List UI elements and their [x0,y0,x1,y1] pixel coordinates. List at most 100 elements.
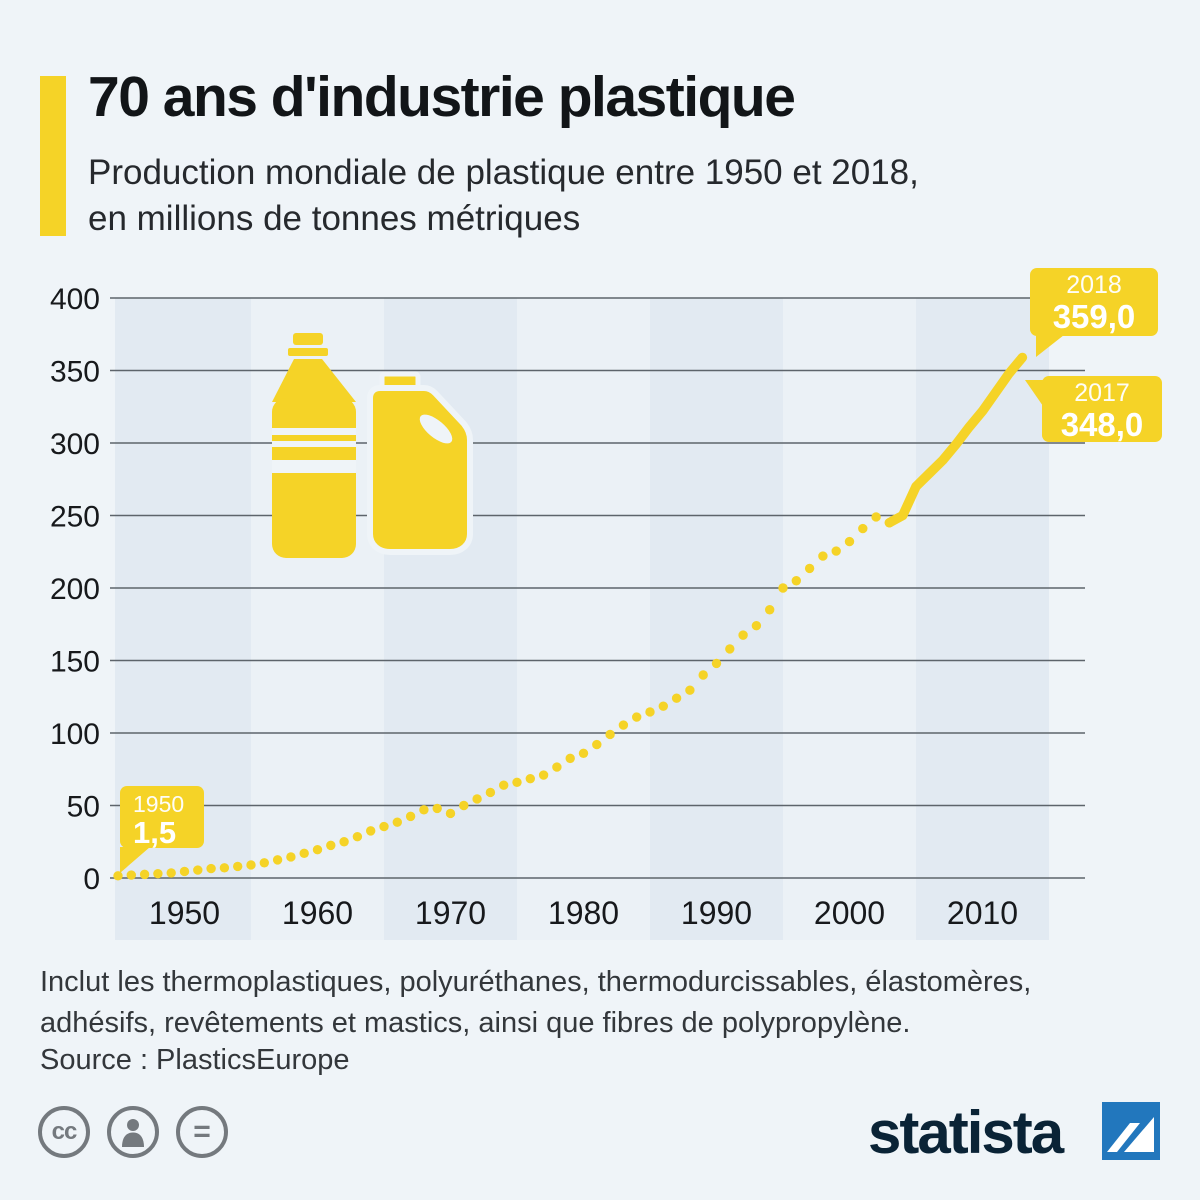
data-dot [645,707,655,717]
data-dot [791,576,801,586]
bottle-label-gap [272,460,356,473]
share-equals-icon[interactable]: = [176,1106,228,1158]
data-dot [312,845,323,855]
y-tick-label: 400 [50,283,100,316]
creative-commons-icon[interactable]: cc [38,1106,90,1158]
jug-body [367,385,473,555]
data-dot [512,777,522,787]
data-dot [592,739,602,750]
x-tick-label: 2000 [814,895,885,931]
y-tick-label: 250 [50,501,100,534]
data-dot [818,551,828,561]
callout-tail [1025,380,1043,406]
statista-logo-icon[interactable] [1102,1102,1160,1160]
data-dot [871,512,881,522]
y-tick-label: 200 [50,573,100,606]
callout-year-label: 2017 [1074,379,1130,407]
data-dot [632,712,642,722]
page-subtitle: Production mondiale de plastique entre 1… [88,150,919,241]
data-line-solid [884,352,1028,528]
x-tick-label: 1990 [681,895,752,931]
data-dot [552,762,562,772]
callout-year-label: 1950 [133,791,185,817]
plastic-jug-icon [367,371,473,555]
data-dot [671,693,682,703]
data-dot [179,866,190,877]
footnote-line-1: Inclut les thermoplastiques, polyuréthan… [40,966,1032,998]
person-glyph [122,1118,144,1147]
decade-band [650,298,783,940]
data-dot [485,787,496,798]
data-dot [246,860,256,870]
page-title: 70 ans d'industrie plastique [88,65,796,129]
data-dot [765,605,775,615]
data-dot [326,840,336,851]
decade-band [783,298,916,940]
plastic-bottle-icon [272,333,356,558]
data-dot [658,701,668,711]
jug-handle-hole [419,414,453,444]
data-dot [299,848,309,859]
data-dot [419,805,429,815]
cc-glyph: cc [51,1118,78,1145]
statista-wordmark[interactable]: statista [868,1099,1064,1166]
data-dot [578,748,589,758]
data-dot [459,800,469,811]
bottle-shoulder [272,359,356,402]
data-dot [565,753,575,764]
decade-bands [115,298,1049,940]
data-dot [472,794,482,804]
bottle-cap-ring [288,348,328,356]
attribution-person-icon[interactable] [107,1106,159,1158]
callout-1950: 1950 1,5 [120,786,204,873]
data-dot [804,563,815,574]
data-dot [339,837,349,847]
subtitle-line-2: en millions de tonnes métriques [88,198,581,238]
data-dot [844,536,855,547]
data-dot [685,685,695,695]
data-dot [884,518,895,528]
callout-tail [120,847,150,873]
y-tick-label: 50 [67,791,100,824]
callout-year-label: 2018 [1066,271,1122,299]
y-tick-label: 350 [50,356,100,389]
data-dot [113,871,123,881]
data-dot [711,658,722,669]
callout-value-label: 1,5 [133,815,177,851]
bottle-body [272,398,356,558]
callout-tail [1036,335,1064,357]
y-tick-label: 100 [50,718,100,751]
data-dot [618,720,629,730]
data-line-dotted [113,512,895,881]
x-tick-label: 1970 [415,895,486,931]
data-dot [405,811,416,822]
data-dot [286,852,296,862]
data-dot [499,780,509,790]
data-dot [193,865,203,875]
data-dot [139,869,150,880]
data-dot [153,868,163,879]
data-dot [392,817,402,827]
x-tick-label: 1960 [282,895,353,931]
data-dot [445,808,456,819]
data-dot [206,863,216,874]
solid-line [884,352,1028,528]
data-dot [126,870,136,880]
y-tick-label: 0 [83,863,100,896]
data-dot [432,803,442,814]
y-tick-label: 150 [50,646,100,679]
data-dot [259,858,269,868]
x-tick-label: 1950 [149,895,220,931]
x-tick-label: 1980 [548,895,619,931]
data-dot [366,826,376,836]
data-dot [538,770,549,780]
data-dot [272,855,283,865]
equals-glyph: = [193,1115,211,1148]
data-dot [379,821,389,832]
bottle-label-gap [272,441,356,447]
title-accent-bar [40,76,66,236]
footnote: Inclut les thermoplastiques, polyuréthan… [40,962,1031,1043]
x-axis-labels: 1950 1960 1970 1980 1990 2000 2010 [149,895,1018,931]
data-dot [831,546,841,556]
